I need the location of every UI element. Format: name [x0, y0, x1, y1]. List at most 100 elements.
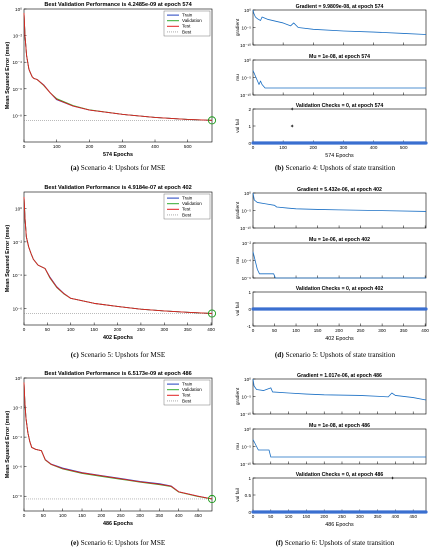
y-tick-label: 10⁻²	[242, 241, 252, 246]
x-axis-label: 402 Epochs	[325, 336, 354, 342]
subplot-title: Gradient = 1.017e-06, at epoch 486	[297, 373, 382, 379]
x-tick-label: 50	[45, 327, 51, 332]
y-tick-label: 0.5	[245, 493, 252, 498]
y-tick-label: 10⁻¹⁰	[240, 462, 251, 467]
y-tick-label: 0	[248, 141, 251, 146]
subplot-title: Mu = 1e-08, at epoch 574	[309, 54, 370, 60]
legend-label: Train	[182, 196, 193, 201]
subplot: Validation Checks = 0, at epoch 574 0 1 2 0 1…	[235, 103, 428, 150]
x-axis-label: 486 Epochs	[325, 522, 354, 528]
x-tick-label: 400	[421, 328, 429, 333]
legend-label: Train	[182, 382, 193, 387]
x-tick-label: 250	[137, 327, 145, 332]
y-tick-label: 0	[248, 307, 251, 312]
y-tick-label: 10⁻⁵	[242, 209, 252, 214]
y-tick-label: 10⁰	[244, 191, 251, 196]
x-tick-label: 100	[59, 513, 67, 518]
caption: (e) Scenario 6: Upshots for MSE	[71, 539, 166, 547]
legend-label: Best	[182, 29, 192, 34]
best-marker	[207, 309, 217, 318]
legend-label: Validation	[182, 387, 202, 392]
legend-label: Best	[182, 398, 192, 403]
subplot-y-label: mu	[236, 74, 241, 81]
x-tick-label: 400	[151, 144, 159, 149]
x-tick-label: 300	[378, 328, 386, 333]
caption-label: (e)	[71, 539, 80, 547]
x-tick-label: 100	[279, 145, 287, 150]
y-tick-label: -1	[247, 324, 252, 329]
legend-label: Best	[182, 212, 192, 217]
legend-label: Test	[182, 24, 191, 29]
chart-title: Best Validation Performance is 4.9184e-0…	[44, 185, 191, 191]
x-tick-label: 300	[118, 144, 126, 149]
y-tick-label: 10⁻⁵	[242, 26, 252, 31]
y-tick-label: 10⁻⁴	[12, 273, 22, 278]
caption: (d) Scenario 5: Upshots of state transit…	[275, 351, 396, 359]
plot-area	[252, 242, 427, 279]
x-tick-label: 200	[320, 514, 328, 519]
x-tick-label: 400	[370, 145, 378, 150]
y-tick-label: 0	[248, 510, 251, 515]
mse-chart: Best Validation Performance is 6.5173e-0…	[5, 371, 217, 527]
caption: (b) Scenario 4: Upshots of state transit…	[275, 164, 396, 172]
subplot-title: Gradient = 5.432e-06, at epoch 402	[297, 187, 382, 193]
caption-label: (d)	[275, 351, 284, 359]
x-tick-label: 150	[314, 328, 322, 333]
x-axis-label: 574 Epochs	[325, 153, 354, 159]
y-tick-label: 10⁻²	[13, 240, 23, 245]
x-tick-label: 100	[53, 144, 61, 149]
subplot-trace-line	[252, 70, 426, 89]
legend-label: Test	[182, 393, 191, 398]
subplot: Gradient = 5.432e-06, at epoch 402 10⁰ 10⁻…	[235, 187, 427, 231]
x-tick-label: 0	[23, 144, 26, 149]
y-tick-label: 10⁰	[15, 376, 22, 381]
y-tick-label: 10⁻¹⁰	[240, 226, 251, 231]
x-tick-label: 150	[78, 513, 86, 518]
subplot-y-label: val fail	[235, 302, 241, 316]
y-tick-label: 10⁻⁸	[13, 113, 23, 118]
caption: (c) Scenario 5: Upshots for MSE	[71, 351, 166, 359]
x-tick-label: 200	[114, 327, 122, 332]
subplot-trace-line	[252, 251, 426, 279]
caption-label: (b)	[275, 164, 284, 172]
y-tick-label: 10⁰	[15, 207, 22, 212]
val-fail-point: ✦	[290, 123, 295, 130]
subplot: Validation Checks = 0, at epoch 402-1010…	[235, 286, 429, 333]
x-tick-label: 200	[309, 145, 317, 150]
x-tick-label: 350	[400, 328, 408, 333]
subplot-title: Validation Checks = 0, at epoch 402	[296, 286, 384, 292]
subplot-y-label: val fail	[235, 119, 241, 133]
x-tick-label: 50	[41, 513, 47, 518]
x-tick-label: 450	[409, 514, 417, 519]
subplot: Validation Checks = 0, at epoch 486 0 0.5 1…	[235, 472, 428, 519]
val-fail-point: ✦	[390, 475, 395, 482]
x-tick-label: 150	[303, 514, 311, 519]
subplot-y-label: mu	[236, 443, 241, 450]
y-tick-label: 10⁰	[244, 58, 251, 63]
chart-title: Best Validation Performance is 4.2485e-0…	[44, 2, 192, 8]
x-tick-label: 0	[23, 327, 26, 332]
x-tick-label: 0	[252, 514, 255, 519]
plot-area	[252, 59, 427, 96]
subplot: Gradient = 1.017e-06, at epoch 486 10⁰ 10⁻…	[235, 373, 427, 417]
caption-text: Scenario 6: Upshots for MSE	[79, 539, 166, 547]
y-tick-label: 10⁻⁵	[242, 395, 252, 400]
x-tick-label: 100	[67, 327, 75, 332]
subplot-title: Validation Checks = 0, at epoch 486	[296, 472, 384, 478]
x-tick-label: 350	[156, 513, 164, 518]
legend-label: Train	[182, 13, 193, 18]
plot-area	[252, 428, 427, 465]
y-axis-label: Mean Squared Error (mse)	[5, 225, 11, 293]
y-tick-label: 10⁻²	[13, 406, 23, 411]
plot-area	[252, 378, 427, 415]
y-tick-label: 10⁻²	[13, 34, 23, 39]
y-tick-label: 10⁰	[244, 377, 251, 382]
y-tick-label: 10⁻⁶	[13, 465, 23, 470]
y-tick-label: 10⁻¹⁰	[240, 412, 251, 417]
chart-title: Best Validation Performance is 6.5173e-0…	[44, 371, 191, 377]
subplot-trace-line	[252, 9, 427, 35]
best-marker	[207, 494, 217, 504]
y-tick-label: 10⁰	[15, 7, 22, 12]
training-state-chart: Gradient = 5.432e-06, at epoch 402 10⁰ 10⁻…	[235, 187, 429, 342]
